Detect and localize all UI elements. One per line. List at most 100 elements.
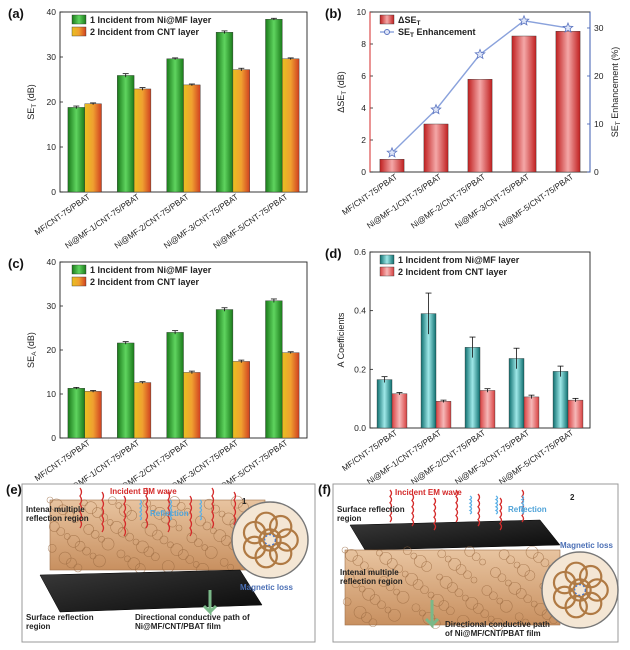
bar bbox=[282, 58, 300, 193]
bar bbox=[67, 107, 85, 193]
bar bbox=[464, 347, 481, 429]
foam-cell bbox=[116, 549, 126, 559]
foam-cell bbox=[497, 573, 507, 583]
foam-cell bbox=[379, 551, 393, 565]
legend-swatch bbox=[379, 254, 395, 265]
em-wave bbox=[211, 487, 215, 529]
legend-swatch bbox=[71, 276, 87, 287]
y-tick-label: 40 bbox=[47, 257, 57, 267]
bar bbox=[84, 391, 102, 439]
foam-cell bbox=[108, 496, 117, 506]
legend-swatch bbox=[379, 14, 395, 25]
y-right-tick-label: 10 bbox=[594, 119, 604, 129]
foam-cell bbox=[369, 594, 381, 605]
foam-cell bbox=[463, 570, 472, 580]
y-tick-label: 8 bbox=[361, 39, 366, 49]
y-axis-label: A Coefficients bbox=[336, 312, 346, 367]
em-wave bbox=[455, 489, 459, 523]
bar bbox=[232, 361, 250, 439]
cnt-layer bbox=[39, 569, 263, 613]
y-right-axis-label: SET Enhancement (%) bbox=[610, 47, 622, 138]
foam-cell bbox=[352, 555, 364, 566]
foam-cell bbox=[142, 499, 152, 508]
reflect-wave bbox=[494, 495, 499, 515]
foam-cell bbox=[368, 618, 378, 628]
foam-cell bbox=[437, 549, 447, 559]
foam-strut bbox=[585, 578, 609, 602]
legend-star bbox=[384, 29, 390, 35]
bar bbox=[376, 379, 393, 429]
foam-cell bbox=[386, 558, 398, 569]
panel-label: (b) bbox=[325, 6, 342, 21]
foam-strut bbox=[564, 561, 588, 586]
path-arrow bbox=[424, 600, 440, 629]
foam-cell bbox=[194, 538, 203, 548]
bar bbox=[183, 372, 201, 439]
foam-cell bbox=[56, 527, 66, 536]
bar bbox=[479, 390, 496, 429]
legend-label: 2 Incident from CNT layer bbox=[90, 277, 200, 287]
foam-cell bbox=[394, 564, 404, 574]
foam-cell bbox=[470, 576, 478, 584]
bar bbox=[84, 103, 102, 193]
surface-reflection-label: Surface reflection region bbox=[337, 505, 405, 523]
category-label: Ni@MF-3/CNT-75/PBAT bbox=[453, 172, 531, 230]
foam-cell bbox=[92, 507, 103, 518]
foam-cell bbox=[490, 567, 501, 578]
y-tick-label: 6 bbox=[361, 71, 366, 81]
foam-cell bbox=[203, 498, 215, 510]
bar bbox=[117, 75, 135, 193]
internal-reflection-label: Intenal multiple reflection region bbox=[26, 505, 89, 523]
foam-cell bbox=[47, 543, 57, 553]
foam-cell bbox=[202, 521, 212, 531]
foam-cell bbox=[479, 558, 486, 566]
foam-body bbox=[49, 499, 266, 571]
y-tick-label: 0.2 bbox=[354, 364, 366, 374]
y-right-tick-label: 30 bbox=[594, 23, 604, 33]
y-tick-label: 10 bbox=[47, 389, 57, 399]
panel-label: (d) bbox=[325, 246, 342, 261]
foam-cell bbox=[101, 537, 115, 551]
bar bbox=[133, 382, 152, 439]
bar bbox=[265, 300, 283, 439]
y-tick-label: 2 bbox=[361, 135, 366, 145]
em-wave bbox=[79, 487, 83, 529]
foam-cell bbox=[84, 501, 98, 515]
panel-label: (e) bbox=[6, 482, 22, 497]
foam-cell bbox=[342, 597, 352, 607]
foam-strut bbox=[552, 585, 577, 610]
enhancement-point bbox=[518, 14, 530, 26]
schematic-f: (f) Incident EM wave Reflection 2 Surface re… bbox=[318, 482, 619, 643]
bar bbox=[166, 332, 184, 439]
foam-cell bbox=[57, 504, 69, 516]
foam-cell bbox=[143, 546, 155, 558]
category-label: Ni@MF-2/CNT-75/PBAT bbox=[409, 172, 487, 230]
y-tick-label: 30 bbox=[47, 301, 57, 311]
cnt-sheet bbox=[349, 519, 561, 551]
panel-label: (f) bbox=[318, 482, 331, 497]
path-arrow bbox=[202, 590, 218, 616]
foam-cell bbox=[377, 600, 386, 610]
reflection-label: Reflection bbox=[508, 505, 547, 514]
foam-cell bbox=[489, 591, 498, 601]
bar bbox=[215, 309, 234, 439]
foam-cell bbox=[480, 609, 490, 619]
foam-cell bbox=[126, 510, 137, 521]
legend-label: 1 Incident from Ni@MF layer bbox=[90, 265, 212, 275]
y-axis-label: SET (dB) bbox=[26, 84, 38, 120]
bar bbox=[523, 396, 540, 429]
enhancement-point bbox=[386, 146, 398, 158]
incidence-number: 2 bbox=[570, 493, 575, 502]
bar bbox=[133, 88, 152, 193]
legend-label: 1 Incident from Ni@MF layer bbox=[398, 255, 520, 265]
foam-cell bbox=[125, 532, 134, 542]
y-axis-label: ΔSET (dB) bbox=[336, 71, 348, 113]
em-wave bbox=[123, 495, 127, 537]
legend-label: ΔSET bbox=[398, 15, 420, 27]
category-label: Ni@MF-2/CNT-75/PBAT bbox=[409, 428, 487, 486]
conductive-path-label: Directional conductive path of Ni@MF/CNT/… bbox=[445, 620, 550, 638]
y-tick-label: 0 bbox=[51, 433, 56, 443]
